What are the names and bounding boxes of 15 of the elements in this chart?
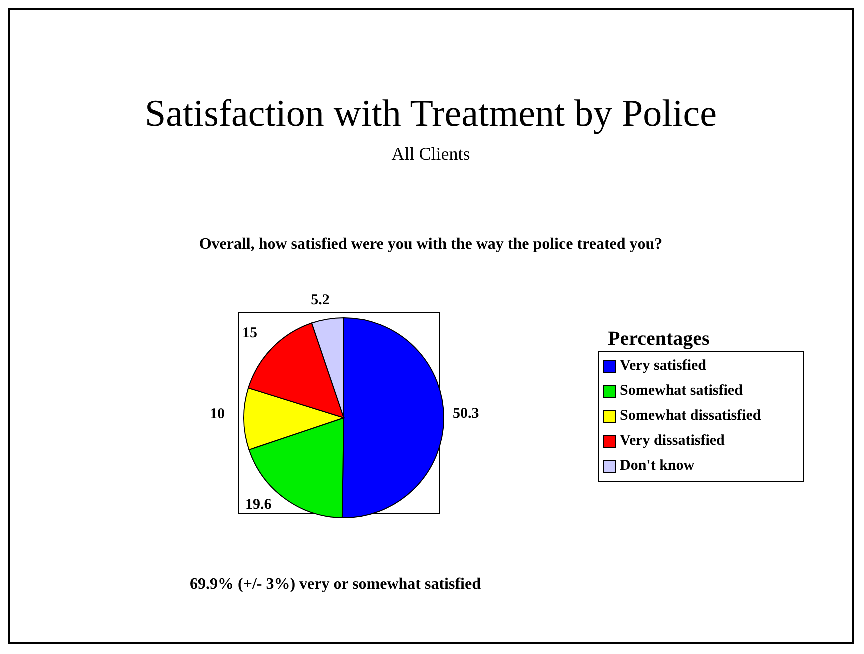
legend-label: Somewhat dissatisfied <box>619 407 762 426</box>
data-label: 50.3 <box>452 406 480 422</box>
data-label: 5.2 <box>311 292 330 309</box>
data-label: 19.6 <box>246 497 272 514</box>
legend-title: Percentages <box>607 328 711 351</box>
legend-label: Very satisfied <box>619 357 708 376</box>
text: Overall, how satisfied were you with the way the police treated you? <box>198 236 664 254</box>
legend-label: Somewhat satisfied <box>619 382 744 401</box>
chart-title: Satisfaction with Treatment by Police <box>144 92 718 136</box>
legend-label: Very dissatisfied <box>619 432 726 451</box>
chart-subtitle: All Clients <box>390 144 472 165</box>
data-label: 10 <box>210 406 226 422</box>
legend-label: Don't know <box>619 457 696 476</box>
text: 69.9% (+/- 3%) very or somewhat satisfied <box>190 576 481 594</box>
data-label: 15 <box>242 325 258 342</box>
